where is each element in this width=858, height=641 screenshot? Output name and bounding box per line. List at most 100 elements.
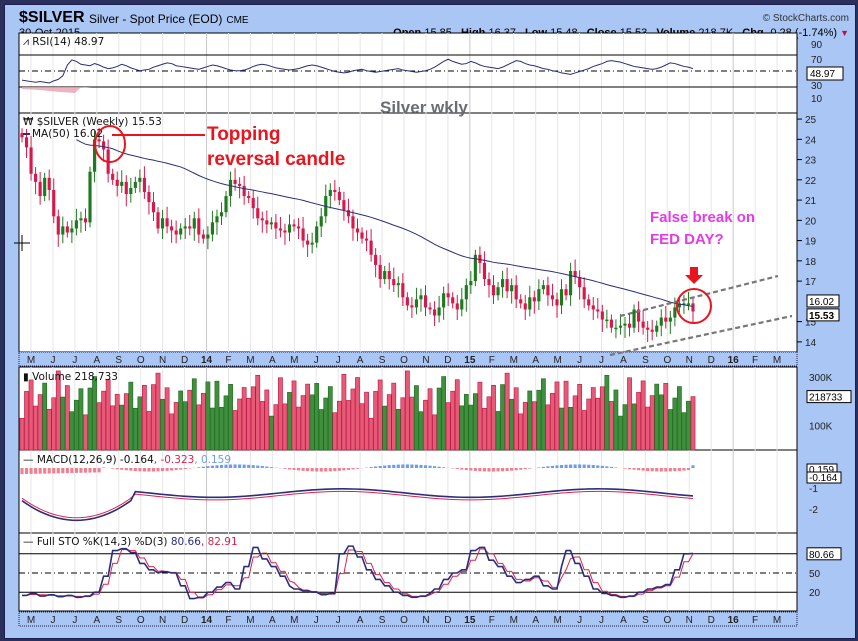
macd-histogram-bar [623,468,627,469]
candle [401,283,405,298]
date-tick: N [159,615,166,626]
candle [641,321,645,328]
date-tick: N [159,355,166,366]
volume-bar [228,384,233,451]
macd-histogram-bar [102,467,106,468]
volume-bar [92,376,97,451]
candle [183,226,187,229]
volume-bar [142,385,147,451]
macd-histogram-bar [70,468,74,473]
svg-text:50: 50 [809,569,821,580]
macd-histogram-bar [383,465,387,468]
volume-bar [491,385,496,451]
volume-bar [599,386,605,451]
date-tick: S [115,615,122,626]
ma-value-tag: 16.02 [809,297,834,308]
macd-histogram-bar [38,468,42,474]
macd-histogram-bar [228,464,233,468]
date-tick: A [532,615,539,626]
macd-histogram-bar [47,468,51,474]
rsi-value-tag: 48.97 [810,69,835,80]
volume-bar [19,417,25,451]
svg-text:70: 70 [811,55,823,66]
candle [274,222,278,229]
macd-histogram-bar [165,468,169,471]
volume-bar [609,401,614,451]
macd-histogram-bar [691,465,695,468]
date-tick: O [400,355,408,366]
volume-bar [314,383,320,451]
candle [614,327,618,330]
candle [174,230,178,235]
date-tick: D [444,355,451,366]
macd-histogram-bar [156,468,160,472]
candle [605,319,609,322]
volume-bar [323,397,329,451]
volume-bar [536,389,542,451]
macd-histogram-bar [315,468,319,472]
macd-histogram-bar [464,468,468,471]
sto-d-line [22,548,694,599]
volume-bar [119,404,125,451]
volume-bar [24,391,29,451]
macd-histogram-bar [147,468,151,472]
svg-text:300K: 300K [809,373,833,384]
macd-histogram-bar [442,467,446,468]
candle [233,179,237,184]
candle [142,177,146,192]
volume-bar [282,403,288,451]
macd-histogram-bar [306,468,310,472]
candle [165,218,169,227]
candle [587,299,591,306]
candle [292,224,296,227]
date-tick: M [553,615,561,626]
candle [464,285,468,300]
candle [74,220,78,229]
date-tick: A [620,615,627,626]
date-axis [18,351,798,367]
volume-bar [241,387,247,451]
date-tick: J [599,615,604,626]
macd-histogram-bar [242,464,246,468]
volume-bar [423,399,428,451]
date-tick: 15 [464,615,476,626]
macd-histogram-bar [355,468,360,469]
volume-bar [28,379,34,451]
candle [582,287,586,300]
volume-bar [486,396,492,451]
down-triangle-icon: ▼ [840,28,849,38]
volume-bar [196,404,202,451]
candle [351,216,355,229]
date-tick: 16 [728,355,740,366]
volume-bar [187,389,193,451]
candle [115,179,119,186]
volume-bar [350,388,356,451]
date-tick: N [422,615,429,626]
macd-histogram-bar [587,464,591,468]
candle [20,133,24,138]
volume-bar [563,380,569,451]
date-tick: S [642,615,649,626]
volume-bar [33,405,38,451]
macd-histogram-bar [219,464,224,468]
candle [432,309,437,316]
macd-histogram-bar [369,467,373,468]
volume-bar [572,395,578,451]
volume-bar [128,381,134,451]
macd-histogram-bar [328,468,332,472]
volume-bar [613,389,619,451]
volume-bar [545,404,551,451]
price-tick: 25 [805,115,817,126]
macd-histogram-bar [292,468,296,470]
candle [505,279,509,292]
volume-bar [37,394,43,451]
macd-histogram-bar [224,464,228,468]
volume-bar [391,382,397,451]
macd-histogram-bar [582,464,586,468]
volume-bar [559,407,564,451]
macd-histogram-bar [469,468,473,471]
candle [578,277,582,288]
volume-bar [232,410,238,451]
candle [170,226,174,231]
